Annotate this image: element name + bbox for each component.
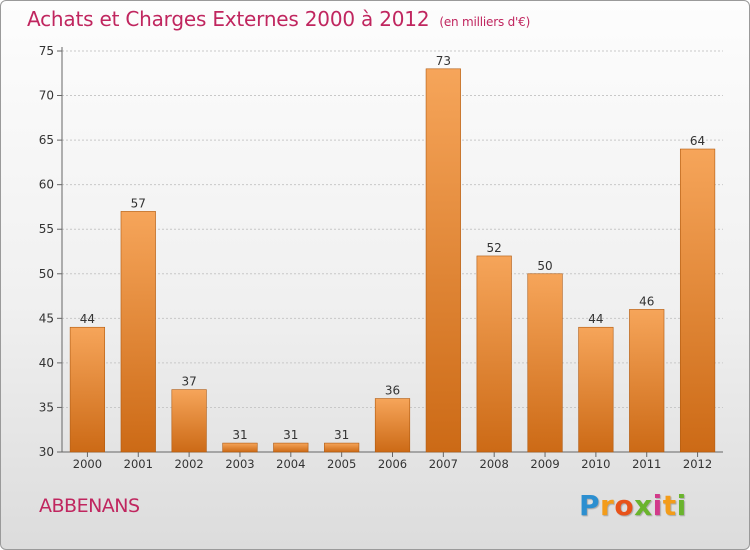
bar-2001 <box>120 211 156 453</box>
x-tick-label-2005: 2005 <box>327 457 356 471</box>
data-label-2003: 31 <box>232 428 247 442</box>
bar-2012 <box>679 148 716 453</box>
y-tick-label: 60 <box>39 178 54 192</box>
x-tick-label-2012: 2012 <box>683 457 712 471</box>
data-label-2010: 44 <box>588 312 603 326</box>
data-label-2009: 50 <box>537 259 552 273</box>
data-label-2005: 31 <box>334 428 349 442</box>
x-tick-label-2008: 2008 <box>480 457 509 471</box>
data-label-2004: 31 <box>283 428 298 442</box>
data-label-2012: 64 <box>690 134 705 148</box>
x-tick-label-2007: 2007 <box>429 457 458 471</box>
x-tick-label-2000: 2000 <box>73 457 102 471</box>
title-unit: (en milliers d'€) <box>439 15 531 29</box>
data-label-2000: 44 <box>80 312 95 326</box>
axes: 30 35 40 45 50 55 60 65 70 75 2000 2001 2002 2003 2004… <box>39 44 723 471</box>
chart-title: Achats et Charges Externes 2000 à 2012 (e… <box>27 7 530 31</box>
data-label-2001: 57 <box>131 196 146 210</box>
x-tick-label-2011: 2011 <box>632 457 661 471</box>
x-tick-label-2003: 2003 <box>225 457 254 471</box>
bar-2005 <box>324 442 360 453</box>
bar-2008 <box>476 255 512 453</box>
data-label-2008: 52 <box>487 241 502 255</box>
data-label-2011: 46 <box>639 294 654 308</box>
y-tick-label: 55 <box>39 222 54 236</box>
y-tick-label: 65 <box>39 133 54 147</box>
bar-2010 <box>578 326 614 453</box>
y-tick-label: 50 <box>39 267 54 281</box>
bar-2011 <box>629 309 665 453</box>
x-tick-label-2001: 2001 <box>124 457 153 471</box>
bar-2000 <box>69 326 106 453</box>
data-label-2002: 37 <box>181 375 196 389</box>
bar-2009 <box>527 273 563 453</box>
x-tick-label-2009: 2009 <box>530 457 559 471</box>
y-tick-label: 70 <box>39 89 54 103</box>
x-tick-label-2002: 2002 <box>174 457 203 471</box>
y-tick-label: 40 <box>39 356 54 370</box>
bar-2004 <box>273 442 309 453</box>
bar-2002 <box>171 389 207 453</box>
y-tick-label: 35 <box>39 400 54 414</box>
proxiti-logo: Proxiti <box>579 489 687 522</box>
bar-2006 <box>374 398 411 453</box>
x-tick-label-2004: 2004 <box>276 457 305 471</box>
y-tick-label: 30 <box>39 445 54 459</box>
x-tick-label-2010: 2010 <box>581 457 610 471</box>
bar-2003 <box>222 442 258 453</box>
bar-2007 <box>425 68 461 453</box>
y-tick-label: 75 <box>39 44 54 58</box>
data-label-2007: 73 <box>436 54 451 68</box>
title-text: Achats et Charges Externes 2000 à 2012 <box>27 7 430 31</box>
y-tick-label: 45 <box>39 311 54 325</box>
place-name: ABBENANS <box>39 495 140 517</box>
data-labels: 44 57 37 31 31 31 36 73 52 50 44 46 64 <box>80 54 705 442</box>
x-tick-label-2006: 2006 <box>378 457 407 471</box>
data-label-2006: 36 <box>385 384 400 398</box>
bars <box>69 68 716 453</box>
